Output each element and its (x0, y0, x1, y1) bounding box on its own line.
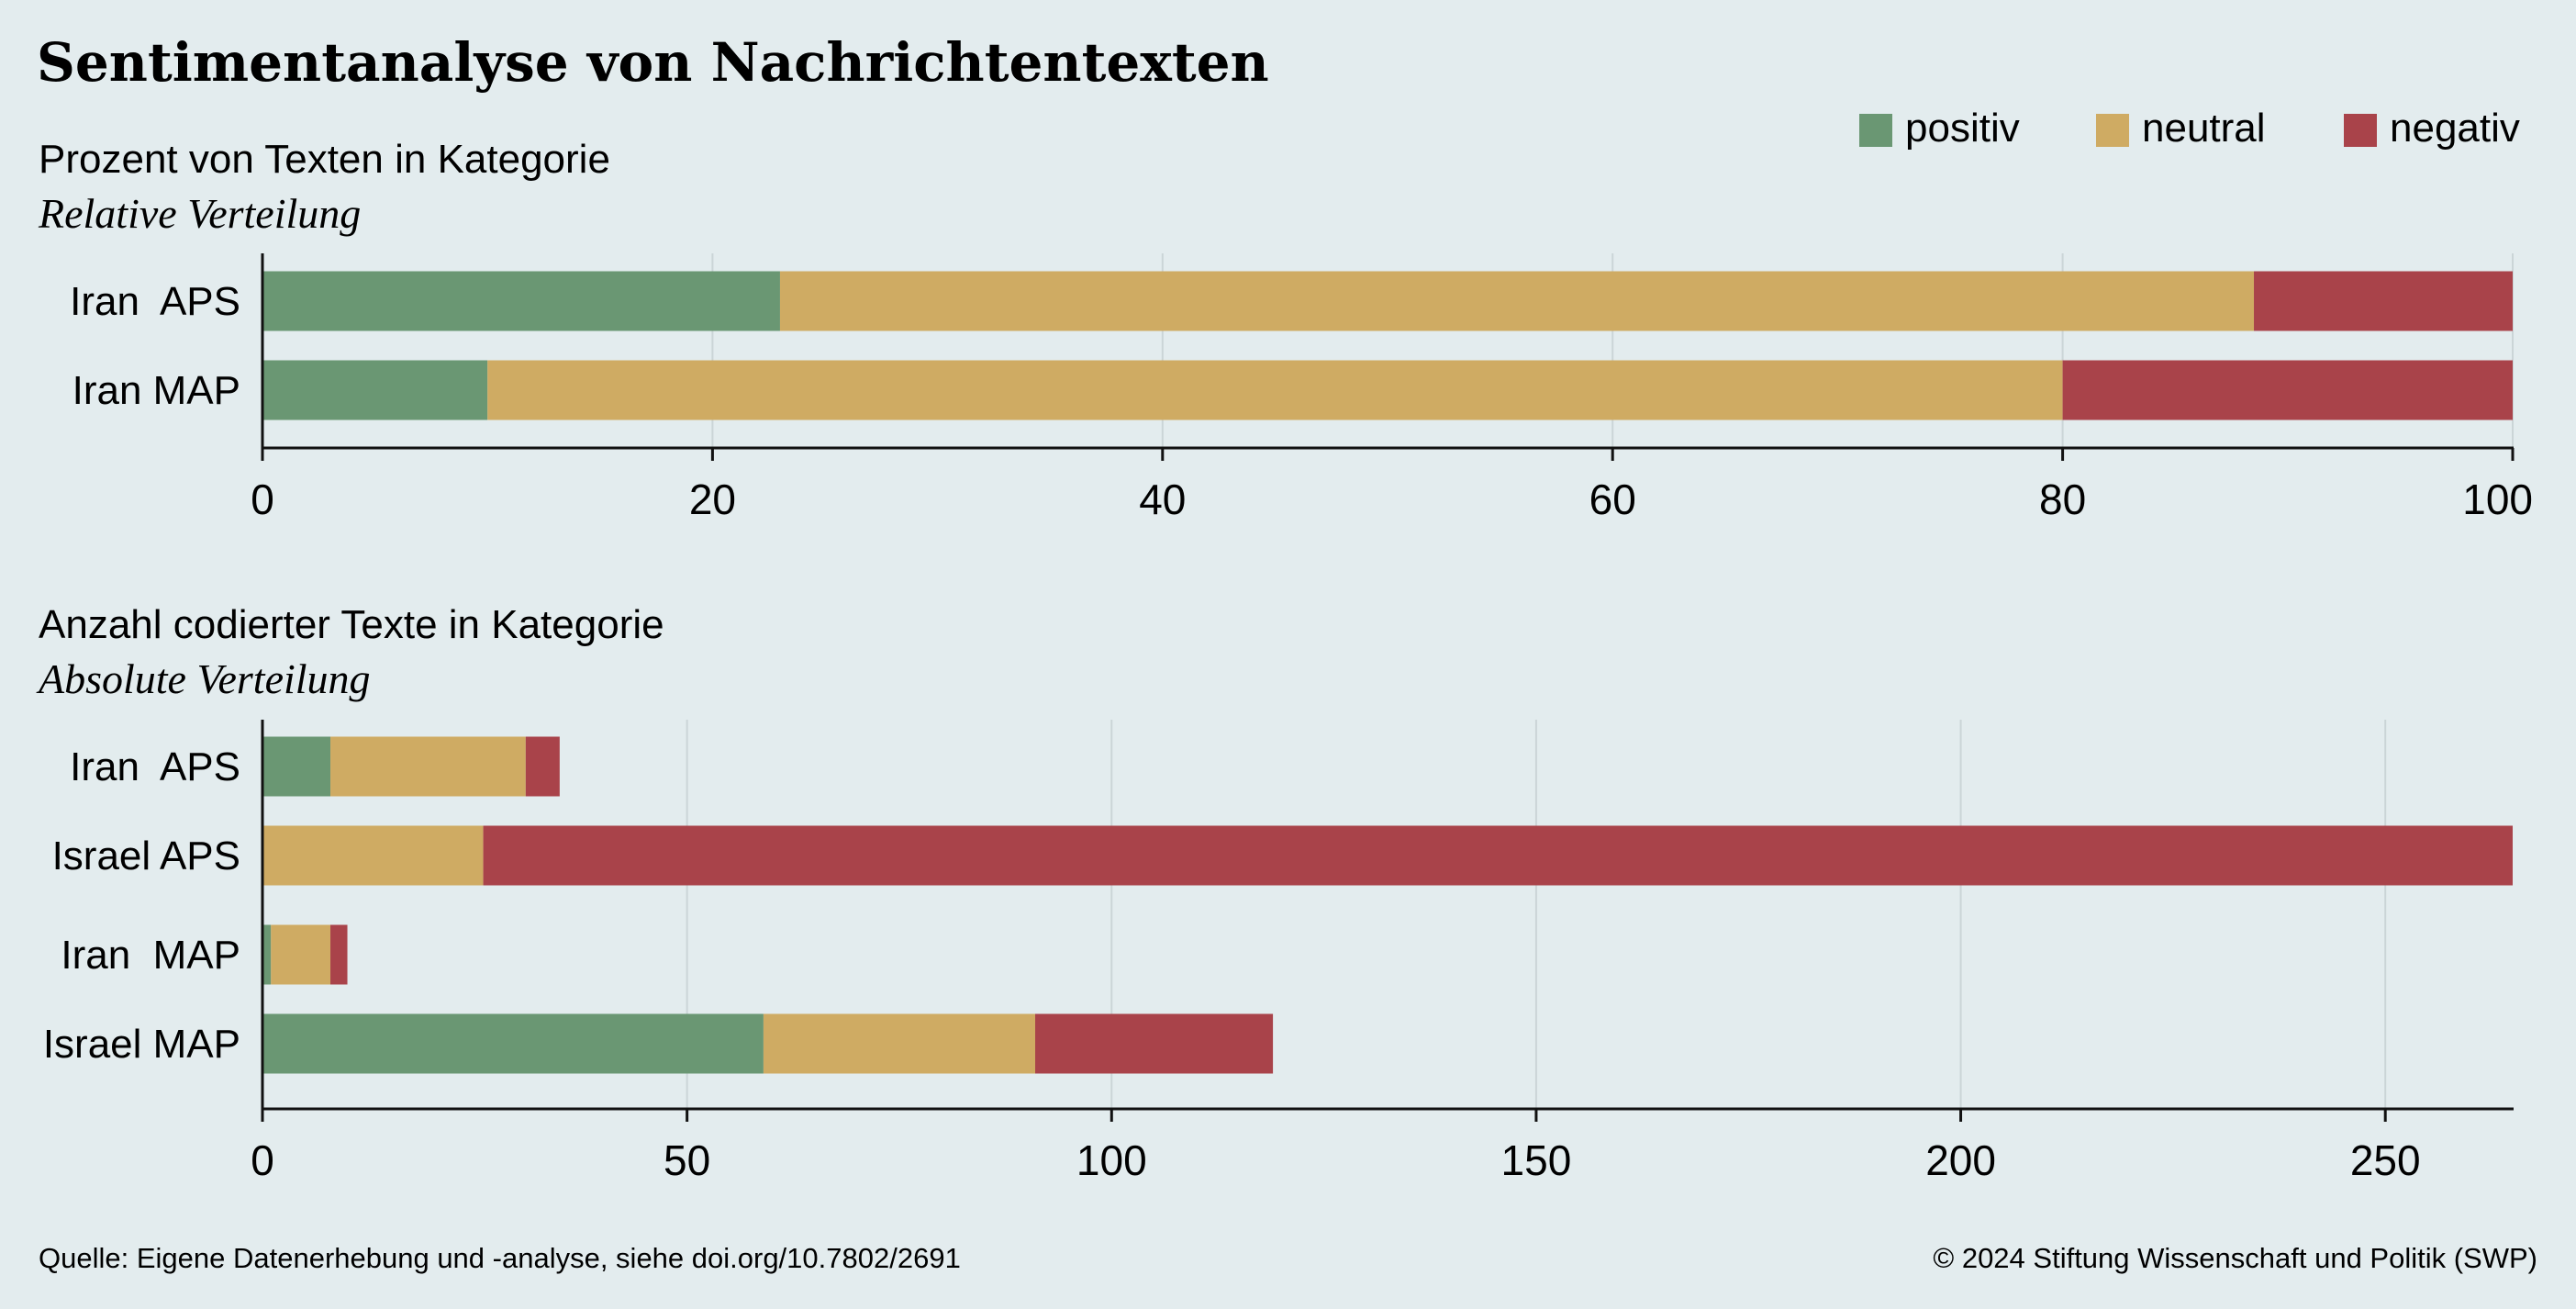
bar-negativ (2254, 271, 2513, 331)
bar-positiv (262, 271, 780, 331)
panel-absolute-axis: 0 50 100 150 200 250 (251, 720, 2514, 1184)
panel-relative-categories: Iran APS Iran MAP (70, 279, 240, 413)
bar-negativ (330, 924, 348, 985)
x-tick-label: 50 (664, 1136, 710, 1184)
x-tick-label: 200 (1925, 1136, 1996, 1184)
category-label: Israel MAP (43, 1022, 240, 1067)
panel-relative-axis: 0 20 40 60 80 100 (251, 253, 2533, 523)
legend-label-negativ: negativ (2390, 106, 2520, 151)
panel-absolute-bars (262, 736, 2513, 1074)
bar-positiv (262, 736, 331, 797)
panel-relative-bars (262, 271, 2513, 420)
x-tick-label: 20 (689, 475, 736, 523)
category-label: Iran MAP (72, 368, 240, 413)
x-tick-label: 0 (251, 1136, 274, 1184)
bar-neutral (487, 360, 2063, 420)
bar-neutral (330, 736, 526, 797)
panel-relative: Prozent von Texten in Kategorie Relative… (38, 137, 2533, 523)
category-label: Iran APS (70, 744, 240, 789)
panel-absolute-subtitle2: Absolute Verteilung (36, 655, 371, 702)
category-label: Iran APS (70, 279, 240, 324)
panel-absolute-subtitle: Anzahl codierter Texte in Kategorie (39, 602, 664, 647)
legend-swatch-negativ (2344, 114, 2377, 147)
panel-absolute-categories: Iran APS Israel APS Iran MAP Israel MAP (43, 744, 240, 1067)
bar-positiv (262, 924, 272, 985)
x-tick-label: 40 (1139, 475, 1186, 523)
bar-negativ (2062, 360, 2513, 420)
panel-relative-subtitle: Prozent von Texten in Kategorie (39, 137, 610, 182)
bar-neutral (271, 924, 331, 985)
bar-positiv (262, 360, 488, 420)
bar-positiv (262, 1013, 764, 1074)
x-tick-label: 100 (1076, 1136, 1147, 1184)
panel-relative-subtitle2: Relative Verteilung (38, 190, 361, 237)
bar-negativ (525, 736, 560, 797)
bar-neutral (779, 271, 2255, 331)
panel-absolute: Anzahl codierter Texte in Kategorie Abso… (36, 602, 2514, 1184)
copyright-note: © 2024 Stiftung Wissenschaft und Politik… (1933, 1242, 2537, 1274)
x-tick-label: 250 (2350, 1136, 2421, 1184)
bar-neutral (262, 825, 484, 886)
x-tick-label: 80 (2039, 475, 2086, 523)
x-tick-label: 100 (2462, 475, 2533, 523)
legend-label-neutral: neutral (2142, 106, 2266, 151)
legend-label-positiv: positiv (1905, 106, 2020, 151)
x-tick-label: 60 (1589, 475, 1636, 523)
bar-negativ (483, 825, 2513, 886)
legend-swatch-positiv (1859, 114, 1892, 147)
chart-title: Sentimentanalyse von Nachrichtentexten (37, 31, 1269, 94)
legend: positiv neutral negativ (1859, 106, 2520, 151)
x-tick-label: 0 (251, 475, 274, 523)
category-label: Iran MAP (61, 933, 240, 978)
bar-negativ (1035, 1013, 1274, 1074)
bar-neutral (763, 1013, 1036, 1074)
category-label: Israel APS (52, 834, 240, 878)
x-tick-label: 150 (1501, 1136, 1572, 1184)
legend-swatch-neutral (2096, 114, 2129, 147)
source-note: Quelle: Eigene Datenerhebung und -analys… (39, 1242, 961, 1274)
